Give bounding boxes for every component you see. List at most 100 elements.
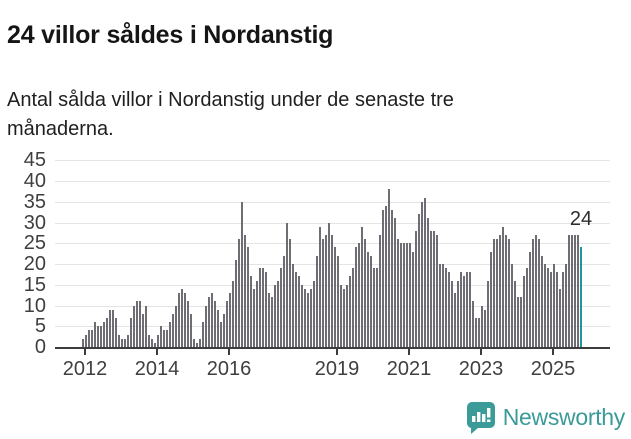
bar <box>454 293 456 347</box>
bar <box>379 235 381 347</box>
bar <box>550 272 552 347</box>
x-axis-label: 2014 <box>134 358 180 380</box>
bar <box>496 239 498 347</box>
bar <box>547 268 549 347</box>
bar <box>97 326 99 347</box>
bar <box>337 256 339 347</box>
bar <box>475 318 477 347</box>
bar <box>187 301 189 347</box>
bar <box>481 306 483 347</box>
bar <box>259 268 261 347</box>
bar <box>523 276 525 347</box>
bar <box>418 214 420 347</box>
bar <box>298 276 300 347</box>
bar <box>112 310 114 347</box>
bar <box>181 289 183 347</box>
bar <box>406 243 408 347</box>
bar <box>508 239 510 347</box>
page-title: 24 villor såldes i Nordanstig <box>7 20 334 49</box>
bar <box>328 223 330 347</box>
x-axis-label: 2023 <box>458 358 504 380</box>
last-value-label: 24 <box>569 208 593 230</box>
bar <box>157 335 159 347</box>
bar <box>202 322 204 347</box>
bar <box>451 281 453 347</box>
bar <box>460 272 462 347</box>
x-axis-line <box>55 347 610 349</box>
bar <box>127 335 129 347</box>
bar <box>415 231 417 347</box>
bar <box>151 339 153 347</box>
y-axis-label: 15 <box>23 274 46 296</box>
bar <box>307 293 309 347</box>
bar <box>250 276 252 347</box>
bar <box>424 198 426 347</box>
bar <box>148 335 150 347</box>
bar <box>442 264 444 347</box>
bar <box>217 310 219 347</box>
bar <box>565 264 567 347</box>
y-axis-label: 45 <box>23 149 46 171</box>
bar <box>412 252 414 347</box>
bar <box>382 210 384 347</box>
bar <box>184 293 186 347</box>
bar <box>346 285 348 347</box>
bar <box>226 301 228 347</box>
bar <box>439 264 441 347</box>
bar <box>211 293 213 347</box>
bar <box>535 235 537 347</box>
bar <box>430 231 432 347</box>
bar <box>487 281 489 347</box>
bar <box>166 330 168 347</box>
bar <box>349 276 351 347</box>
bar <box>529 252 531 347</box>
x-axis-label: 2025 <box>530 358 576 380</box>
bar <box>301 285 303 347</box>
bar <box>544 264 546 347</box>
bar <box>145 306 147 347</box>
bar <box>532 239 534 347</box>
bar <box>88 330 90 347</box>
bar <box>244 235 246 347</box>
bar <box>553 264 555 347</box>
bar <box>403 243 405 347</box>
bar <box>436 235 438 347</box>
x-axis-tick <box>84 349 86 355</box>
bar <box>355 247 357 347</box>
x-axis-label: 2021 <box>386 358 432 380</box>
bar <box>313 281 315 347</box>
x-axis-label: 2019 <box>314 358 360 380</box>
bar <box>223 314 225 347</box>
y-axis-label: 35 <box>23 191 46 213</box>
bar <box>358 243 360 347</box>
newsworthy-brand: Newsworthy <box>466 401 625 434</box>
newsworthy-logo-icon <box>466 401 496 434</box>
bar <box>190 314 192 347</box>
bar <box>262 268 264 347</box>
bar <box>568 235 570 347</box>
bar <box>319 227 321 347</box>
bar <box>433 231 435 347</box>
bar <box>100 326 102 347</box>
bar <box>385 206 387 347</box>
bar <box>199 339 201 347</box>
bar <box>247 247 249 347</box>
x-axis-tick <box>156 349 158 355</box>
bar <box>154 343 156 347</box>
y-axis-label: 5 <box>34 315 46 337</box>
bar <box>109 310 111 347</box>
bar <box>91 330 93 347</box>
bar <box>469 272 471 347</box>
bar <box>541 256 543 347</box>
bar <box>493 239 495 347</box>
bar <box>457 281 459 347</box>
bar <box>361 227 363 347</box>
bar <box>325 235 327 347</box>
bar <box>172 314 174 347</box>
bar <box>139 301 141 347</box>
bar <box>142 314 144 347</box>
bar <box>265 272 267 347</box>
bar <box>334 247 336 347</box>
bar <box>130 318 132 347</box>
bar <box>556 272 558 347</box>
